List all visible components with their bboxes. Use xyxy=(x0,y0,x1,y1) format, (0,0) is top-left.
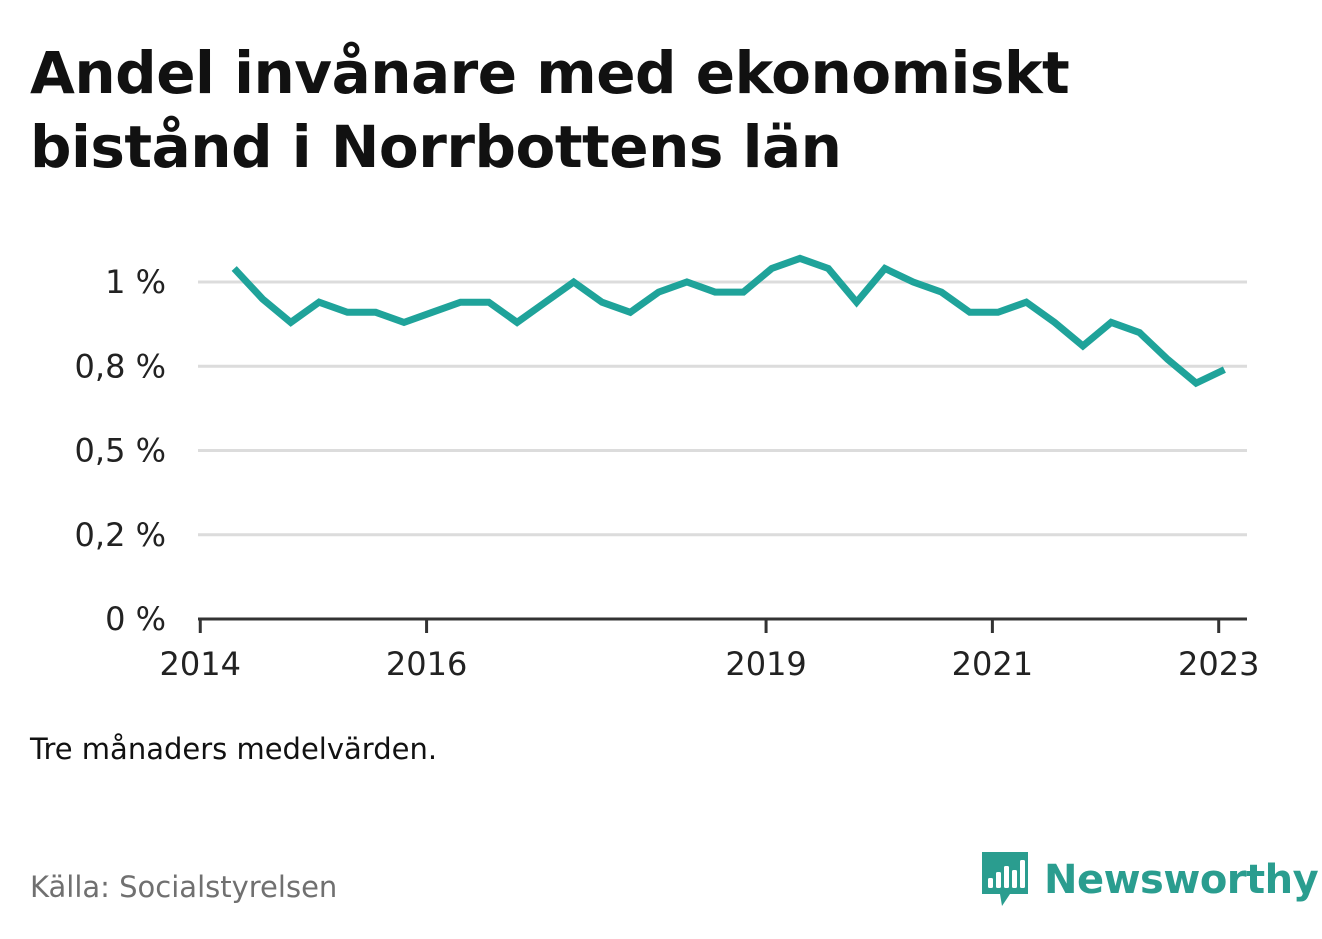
x-tick-label: 2023 xyxy=(1178,645,1259,683)
brand-name: Newsworthy xyxy=(1044,857,1319,903)
x-tick-label: 2019 xyxy=(725,645,806,683)
x-tick-label: 2014 xyxy=(160,645,241,683)
y-tick-label: 0 % xyxy=(105,600,166,638)
series-line xyxy=(231,254,1226,388)
x-tick-label: 2021 xyxy=(952,645,1033,683)
source-label: Källa: Socialstyrelsen xyxy=(30,870,338,904)
chart-note: Tre månaders medelvärden. xyxy=(30,732,438,766)
newsworthy-logo: Newsworthy xyxy=(980,848,1319,912)
y-tick-label: 0,8 % xyxy=(75,347,166,385)
x-axis: 2014 2016 2019 2021 2023 xyxy=(160,617,1259,683)
y-tick-label: 0,5 % xyxy=(75,432,166,470)
y-tick-label: 1 % xyxy=(105,263,166,301)
y-tick-label: 0,2 % xyxy=(75,516,166,554)
series-group xyxy=(231,254,1226,388)
bar-chart-speech-bubble-icon xyxy=(982,852,1028,906)
y-axis-ticks: 0 % 0,2 % 0,5 % 0,8 % 1 % xyxy=(75,263,166,638)
x-tick-label: 2016 xyxy=(386,645,467,683)
chart-title: Andel invånare med ekonomiskt bistånd i … xyxy=(30,39,1070,181)
gridlines xyxy=(198,280,1247,537)
